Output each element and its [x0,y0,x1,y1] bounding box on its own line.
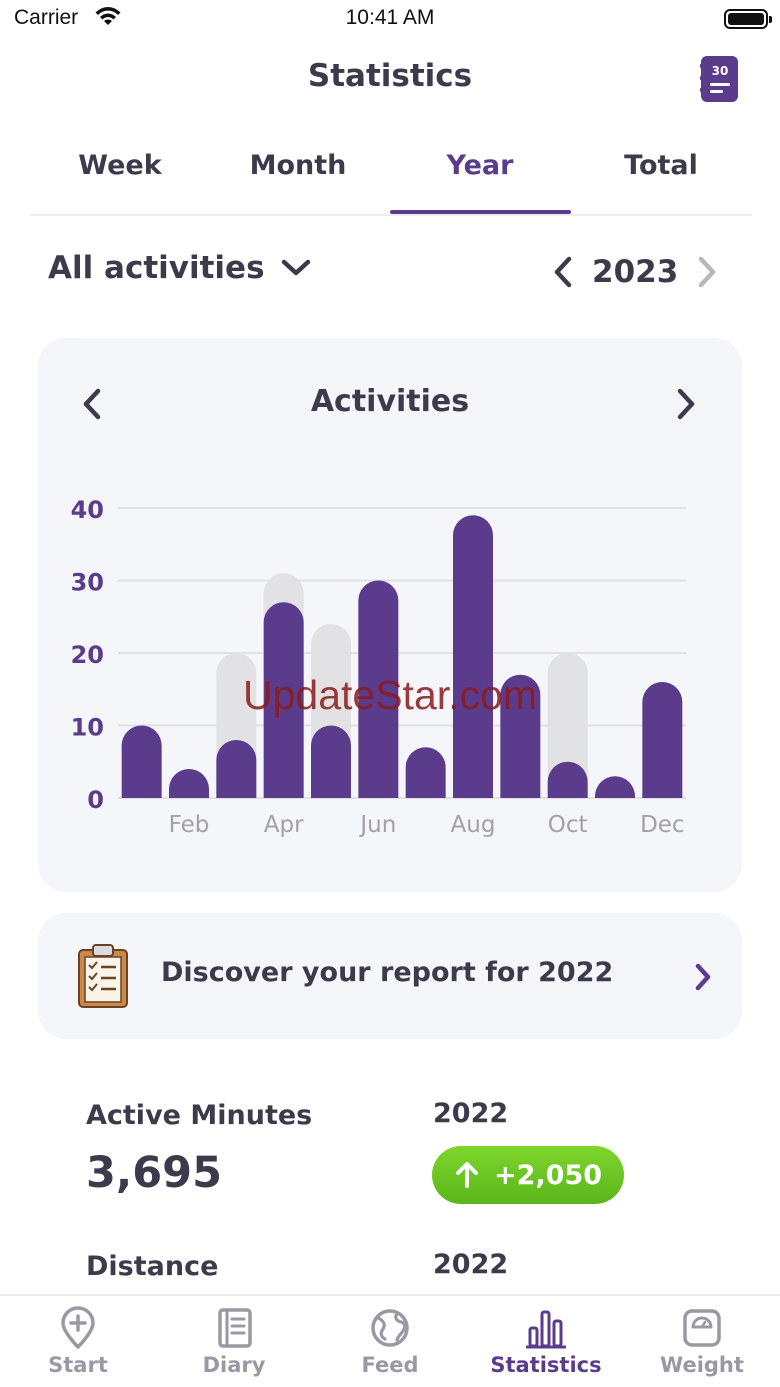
x-tick-label-aug: Aug [451,812,496,838]
y-tick-label: 20 [71,641,104,669]
x-tick-label-jun: Jun [358,812,396,838]
battery-icon [724,9,772,29]
bar-current-dec[interactable] [642,682,683,798]
nav-feed[interactable]: Feed [312,1296,468,1387]
nav-diary[interactable]: Diary [156,1296,312,1387]
x-tick-label-dec: Dec [640,812,685,838]
year-selector: 2023 [552,248,718,296]
report-card[interactable]: Discover your report for 2022 [38,913,742,1039]
wifi-icon [95,7,121,25]
active-minutes-delta-badge: +2,050 [432,1146,624,1204]
selected-year: 2023 [592,254,679,290]
nav-feed-label: Feed [361,1353,419,1377]
year-next-icon[interactable] [696,256,718,288]
map-pin-plus-icon [61,1306,95,1349]
year-prev-icon[interactable] [552,256,574,288]
page-title: Statistics [307,58,473,94]
calendar-icon[interactable]: 30 [700,56,739,102]
bar-current-feb[interactable] [169,769,209,798]
activity-filter-label: All activities [48,250,265,286]
nav-start-label: Start [48,1353,108,1377]
bar-current-nov[interactable] [595,776,635,798]
nav-diary-label: Diary [202,1353,266,1377]
active-minutes-delta: +2,050 [493,1159,603,1191]
y-tick-label: 30 [71,569,104,597]
bar-current-sep[interactable] [500,674,541,798]
chart-next-icon[interactable] [672,388,698,420]
tab-week[interactable]: Week [78,150,162,181]
x-tick-label-feb: Feb [169,812,210,838]
bar-current-jan[interactable] [121,725,162,799]
chevron-down-icon [281,259,310,276]
arrow-up-icon [455,1162,478,1188]
bar-current-oct[interactable] [547,761,588,798]
bar-current-jul[interactable] [405,747,446,798]
active-minutes-label: Active Minutes [86,1100,313,1131]
clipboard-icon [78,944,128,1008]
scale-icon [683,1309,721,1347]
report-text: Discover your report for 2022 [161,957,614,988]
chevron-right-icon [695,963,711,991]
y-tick-label: 40 [71,496,104,524]
status-time: 10:41 AM [345,6,435,29]
active-minutes-value: 3,695 [86,1148,223,1198]
diary-icon [218,1308,252,1348]
calendar-badge: 30 [712,64,729,78]
activities-chart: 0 10 20 30 40 Feb Apr Jun Aug Oct Dec [71,496,686,838]
nav-start[interactable]: Start [0,1296,156,1387]
tab-month[interactable]: Month [249,150,347,181]
bar-current-apr[interactable] [263,602,304,798]
y-tick-label: 0 [87,786,104,814]
tab-active-indicator [390,210,571,214]
x-tick-label-oct: Oct [548,812,588,838]
nav-weight-label: Weight [660,1353,744,1377]
tab-year[interactable]: Year [446,150,514,181]
bar-current-jun[interactable] [358,580,399,799]
bar-current-may[interactable] [311,725,351,799]
bar-previous-oct[interactable] [547,653,588,798]
bar-current-mar[interactable] [216,740,257,798]
distance-compare-year: 2022 [433,1249,509,1280]
active-minutes-compare-year: 2022 [433,1098,509,1129]
globe-icon [371,1309,409,1347]
distance-label: Distance [86,1251,219,1282]
tab-total[interactable]: Total [624,150,698,181]
bar-chart-icon [526,1310,566,1349]
chart-title: Activities [310,384,470,419]
activity-filter-dropdown[interactable]: All activities [48,250,311,286]
x-tick-label-apr: Apr [264,812,304,838]
status-bar: Carrier 10:41 AM [0,0,780,44]
bar-current-aug[interactable] [453,515,493,798]
bottom-tab-bar: Start Diary Feed Statistics Weight [0,1294,780,1387]
nav-statistics[interactable]: Statistics [468,1296,624,1387]
nav-statistics-label: Statistics [490,1353,602,1377]
period-tabs: Week Month Year Total [30,140,752,216]
nav-weight[interactable]: Weight [624,1296,780,1387]
y-tick-label: 10 [71,714,104,742]
chart-prev-icon[interactable] [80,388,106,420]
carrier-label: Carrier [14,6,79,29]
activities-chart-card: 0 10 20 30 40 Feb Apr Jun Aug Oct Dec Activities [38,338,742,892]
